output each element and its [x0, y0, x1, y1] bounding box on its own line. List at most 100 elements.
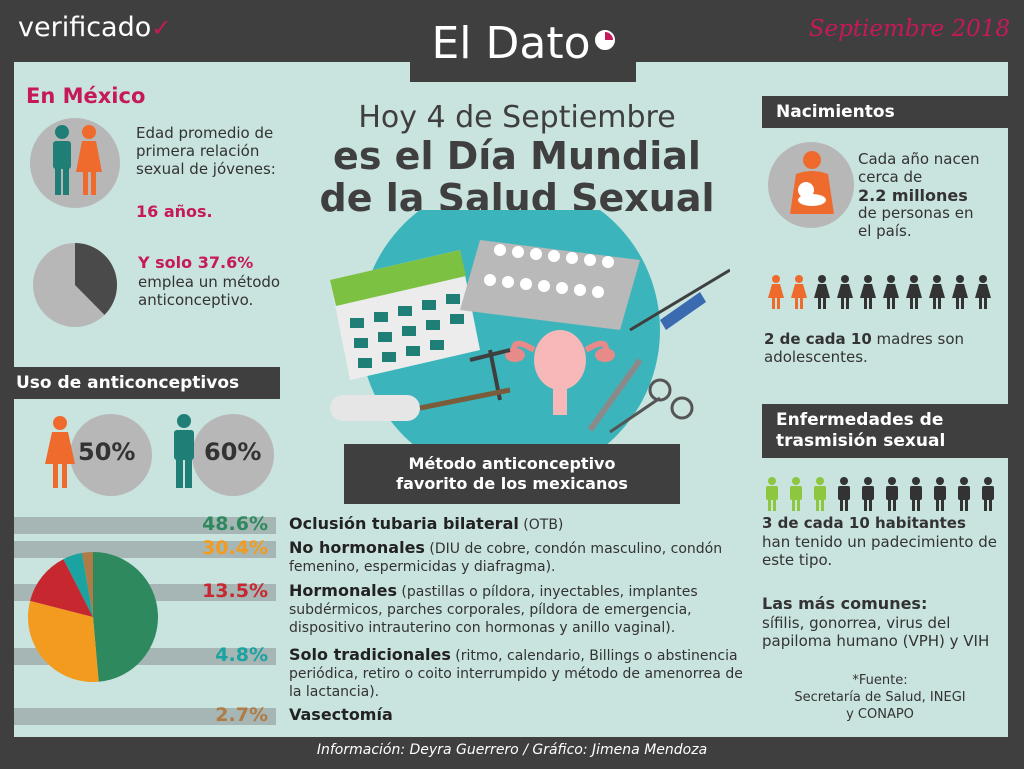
favorite-line2: favorito de los mexicanos	[396, 474, 628, 493]
mother-icon	[906, 275, 922, 309]
headline-line2: es el Día Mundial	[333, 134, 701, 178]
method-item: Solo tradicionales (ritmo, calendario, B…	[289, 646, 749, 701]
pill-pack-icon	[460, 240, 640, 330]
method-bar	[14, 708, 276, 725]
title-box: El Dato	[410, 4, 636, 82]
person-icon	[886, 477, 898, 511]
pie-slice-contraceptive	[75, 243, 117, 315]
women-circle	[70, 414, 152, 496]
person-icon	[982, 477, 994, 511]
source-line2: Secretaría de Salud, INEGI	[794, 690, 966, 705]
check-icon: ✓	[151, 14, 172, 42]
method-desc: (ritmo, calendario, Billings o abstinenc…	[289, 648, 743, 700]
footer-credits: Información: Deyra Guerrero / Gráfico: J…	[316, 742, 708, 758]
teen-bold: 2 de cada 10	[764, 330, 872, 348]
date-label: Septiembre 2018	[808, 16, 1010, 42]
uterus-icon	[505, 330, 615, 415]
age-text: Edad promedio de primera relación sexual…	[136, 124, 276, 178]
calendar-icon	[330, 250, 480, 380]
method-name: Oclusión tubaria bilateral	[289, 514, 519, 533]
contraceptive-illustration	[330, 210, 730, 450]
method-item: Oclusión tubaria bilateral (OTB)	[289, 515, 749, 534]
pie-slice-0	[93, 552, 159, 682]
method-pct: 2.7%	[215, 704, 268, 726]
teen-mother-icon	[768, 275, 784, 309]
common-text: sífilis, gonorrea, virus del papiloma hu…	[762, 614, 990, 650]
women-pct: 50%	[78, 438, 136, 466]
births-text2: de personas en el país.	[858, 204, 974, 240]
person-icon	[862, 477, 874, 511]
method-bar	[14, 517, 276, 534]
pie-slice-4	[82, 552, 93, 617]
teen-mothers: 2 de cada 10 madres son adolescentes.	[764, 330, 1004, 366]
mother-baby-icon	[790, 151, 834, 214]
condom-icon	[330, 387, 511, 421]
common-heading: Las más comunes:	[762, 594, 928, 613]
method-name: No hormonales	[289, 538, 425, 557]
favorite-line1: Método anticonceptivo	[408, 454, 616, 473]
method-pct: 13.5%	[202, 580, 268, 602]
method-pct: 30.4%	[202, 537, 268, 559]
brand-logo: verificado✓	[18, 12, 171, 43]
method-pct: 48.6%	[202, 513, 268, 535]
source-line1: *Fuente:	[852, 673, 908, 688]
contra-text: emplea un método anticonceptivo.	[138, 273, 281, 309]
affected-person-icon	[814, 477, 826, 511]
mother-icon	[837, 275, 853, 309]
woman-icon	[45, 416, 75, 488]
method-item: Hormonales (pastillas o píldora, inyecta…	[289, 582, 749, 637]
ets-text: han tenido un padecimiento de este tipo.	[762, 533, 997, 569]
ets-heading: Enfermedades de trasmisión sexual	[762, 404, 1008, 458]
affected-person-icon	[766, 477, 778, 511]
method-item: No hormonales (DIU de cobre, condón masc…	[289, 539, 749, 576]
youth-circle	[30, 118, 120, 208]
method-name: Vasectomía	[289, 705, 393, 724]
method-desc: (OTB)	[518, 517, 564, 533]
mother-icon	[814, 275, 830, 309]
mother-icon	[975, 275, 991, 309]
mother-icon	[883, 275, 899, 309]
pie-slice-1	[27, 600, 99, 682]
person-icon	[934, 477, 946, 511]
men-pct: 60%	[204, 438, 262, 466]
mother-icon	[860, 275, 876, 309]
contraceptive-pie	[33, 243, 117, 327]
age-value: 16 años.	[136, 202, 213, 221]
method-name: Solo tradicionales	[289, 645, 451, 664]
methods-pie-chart	[27, 552, 159, 682]
mexico-heading: En México	[26, 84, 146, 108]
contra-highlight: Y solo 37.6%	[138, 253, 254, 272]
ets-heading-line1: Enfermedades de	[776, 410, 944, 430]
person-icon	[910, 477, 922, 511]
births-text1: Cada año nacen cerca de	[858, 150, 980, 186]
method-name: Hormonales	[289, 581, 397, 600]
person-icon	[838, 477, 850, 511]
teen-text: madres son adolescentes.	[764, 330, 965, 366]
syringe-icon	[629, 268, 730, 332]
affected-person-icon	[790, 477, 802, 511]
mother-icon	[929, 275, 945, 309]
couple-icon	[53, 125, 102, 195]
source: *Fuente: Secretaría de Salud, INEGI y CO…	[770, 672, 990, 723]
person-icon	[958, 477, 970, 511]
headline-line1: Hoy 4 de Septiembre	[358, 100, 676, 135]
teen-mother-icon	[791, 275, 807, 309]
brand-name: verificado	[18, 12, 152, 43]
method-desc: (pastillas o píldora, inyectables, impla…	[289, 584, 698, 636]
pie-mini-icon	[594, 30, 615, 50]
method-item: Vasectomía	[289, 706, 749, 725]
ets-heading-line2: trasmisión sexual	[776, 431, 946, 451]
favorite-box: Método anticonceptivo favorito de los me…	[344, 444, 680, 504]
page-title: El Dato	[431, 17, 591, 69]
ets-bold: 3 de cada 10 habitantes	[762, 514, 966, 532]
nacimientos-heading: Nacimientos	[762, 96, 1008, 128]
pie-slice-3	[63, 552, 93, 617]
pie-slice-2	[30, 559, 93, 617]
mother-icon	[952, 275, 968, 309]
scissors-icon	[587, 358, 694, 434]
source-line3: y CONAPO	[846, 707, 914, 722]
method-pct: 4.8%	[215, 644, 268, 666]
uso-heading: Uso de anticonceptivos	[0, 367, 280, 399]
births-highlight: 2.2 millones	[858, 186, 968, 205]
man-icon	[174, 414, 194, 488]
